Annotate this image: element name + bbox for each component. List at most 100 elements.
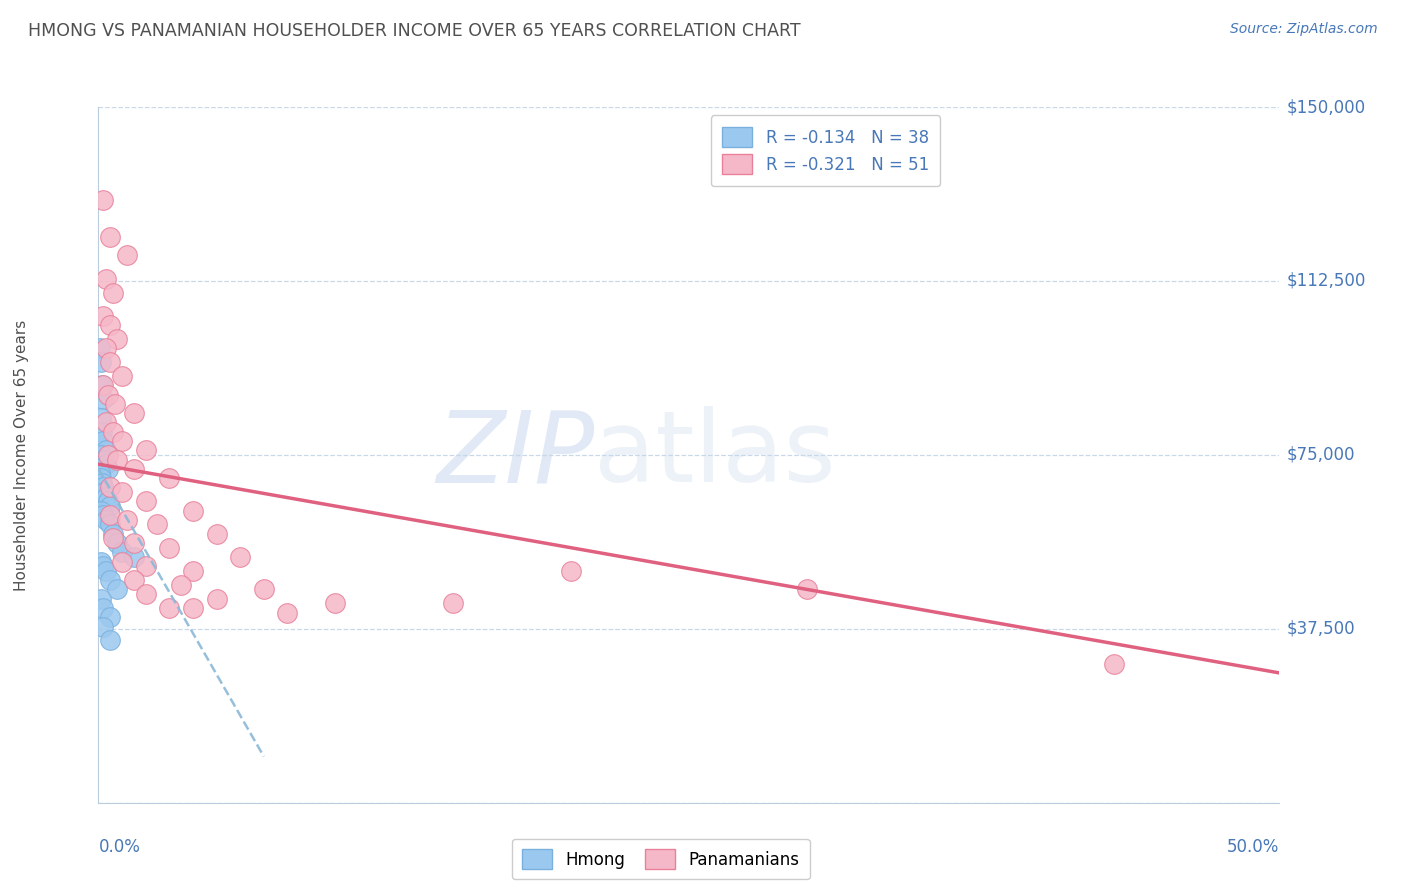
Point xyxy=(98,633,121,648)
Point xyxy=(181,503,204,517)
Point xyxy=(90,591,112,606)
Point xyxy=(323,596,346,610)
Point xyxy=(101,532,124,546)
Point xyxy=(157,471,180,485)
Text: $150,000: $150,000 xyxy=(1286,98,1365,116)
Point xyxy=(91,378,114,392)
Legend: Hmong, Panamanians: Hmong, Panamanians xyxy=(512,838,810,880)
Point xyxy=(91,309,114,323)
Text: 50.0%: 50.0% xyxy=(1227,838,1279,856)
Point xyxy=(796,582,818,597)
Point xyxy=(97,494,120,508)
Point xyxy=(89,467,111,481)
Point xyxy=(170,578,193,592)
Point xyxy=(181,601,204,615)
Point xyxy=(115,513,138,527)
Text: Source: ZipAtlas.com: Source: ZipAtlas.com xyxy=(1230,22,1378,37)
Point xyxy=(111,434,134,448)
Text: $37,500: $37,500 xyxy=(1286,620,1355,638)
Point xyxy=(90,503,112,517)
Point xyxy=(98,517,121,532)
Point xyxy=(91,425,114,439)
Point xyxy=(441,596,464,610)
Point xyxy=(94,341,117,355)
Point xyxy=(105,536,128,550)
Point xyxy=(122,573,145,587)
Point xyxy=(91,619,114,633)
Point xyxy=(98,318,121,332)
Point xyxy=(253,582,276,597)
Point xyxy=(104,397,127,411)
Point xyxy=(229,549,252,564)
Point xyxy=(205,591,228,606)
Point xyxy=(94,416,117,430)
Text: Householder Income Over 65 years: Householder Income Over 65 years xyxy=(14,319,28,591)
Point xyxy=(205,526,228,541)
Point xyxy=(98,355,121,369)
Point xyxy=(97,387,120,401)
Point xyxy=(98,480,121,494)
Point xyxy=(135,443,157,458)
Point xyxy=(91,480,114,494)
Point xyxy=(157,541,180,555)
Point xyxy=(98,508,121,523)
Text: $75,000: $75,000 xyxy=(1286,446,1355,464)
Point xyxy=(111,555,134,569)
Point xyxy=(105,452,128,467)
Point xyxy=(97,462,120,476)
Point xyxy=(101,526,124,541)
Point xyxy=(98,499,121,513)
Point xyxy=(98,610,121,624)
Point xyxy=(111,485,134,500)
Text: $112,500: $112,500 xyxy=(1286,272,1365,290)
Point xyxy=(91,434,114,448)
Point xyxy=(90,471,112,485)
Point xyxy=(89,341,111,355)
Point xyxy=(105,332,128,346)
Text: 0.0%: 0.0% xyxy=(98,838,141,856)
Point xyxy=(98,230,121,244)
Text: ZIP: ZIP xyxy=(436,407,595,503)
Point xyxy=(90,355,112,369)
Point xyxy=(94,490,117,504)
Point xyxy=(157,601,180,615)
Point xyxy=(135,559,157,574)
Legend: R = -0.134   N = 38, R = -0.321   N = 51: R = -0.134 N = 38, R = -0.321 N = 51 xyxy=(710,115,941,186)
Point xyxy=(94,564,117,578)
Point xyxy=(101,285,124,300)
Point xyxy=(111,545,134,559)
Point xyxy=(122,462,145,476)
Point xyxy=(91,601,114,615)
Point xyxy=(97,448,120,462)
Text: atlas: atlas xyxy=(595,407,837,503)
Point xyxy=(94,443,117,458)
Point xyxy=(276,606,298,620)
Point xyxy=(91,508,114,523)
Point xyxy=(560,564,582,578)
Point xyxy=(181,564,204,578)
Point xyxy=(122,536,145,550)
Point xyxy=(135,587,157,601)
Point xyxy=(90,555,112,569)
Point xyxy=(91,378,114,392)
Point xyxy=(90,410,112,425)
Text: HMONG VS PANAMANIAN HOUSEHOLDER INCOME OVER 65 YEARS CORRELATION CHART: HMONG VS PANAMANIAN HOUSEHOLDER INCOME O… xyxy=(28,22,801,40)
Point xyxy=(146,517,169,532)
Point xyxy=(94,457,117,471)
Point xyxy=(93,485,115,500)
Point xyxy=(111,369,134,384)
Point xyxy=(98,573,121,587)
Point xyxy=(1102,657,1125,671)
Point xyxy=(94,513,117,527)
Point xyxy=(94,271,117,285)
Point xyxy=(122,406,145,420)
Point xyxy=(135,494,157,508)
Point xyxy=(105,582,128,597)
Point xyxy=(91,392,114,407)
Point xyxy=(101,425,124,439)
Point xyxy=(91,452,114,467)
Point xyxy=(91,193,114,207)
Point xyxy=(91,559,114,574)
Point xyxy=(115,248,138,262)
Point xyxy=(90,448,112,462)
